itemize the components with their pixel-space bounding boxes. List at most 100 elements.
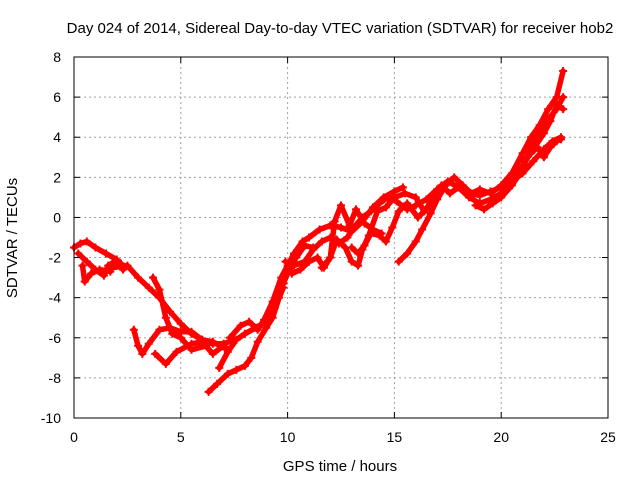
data-point — [422, 205, 431, 214]
data-point — [281, 257, 290, 266]
data-point — [102, 249, 111, 258]
data-point — [161, 313, 170, 322]
data-point — [518, 165, 527, 174]
y-tick-label: -2 — [49, 250, 62, 266]
data-point — [559, 67, 568, 76]
data-point — [78, 261, 87, 270]
data-point — [315, 225, 324, 234]
data-point — [475, 185, 484, 194]
y-tick-label: 8 — [53, 49, 61, 65]
data-point — [507, 181, 516, 190]
data-point — [80, 277, 89, 286]
data-point — [544, 105, 553, 114]
data-point — [138, 349, 147, 358]
series-16 — [471, 93, 568, 214]
data-point — [198, 337, 207, 346]
data-point — [535, 129, 544, 138]
data-point — [168, 329, 177, 338]
data-point — [110, 257, 119, 266]
data-point — [87, 269, 96, 278]
data-point — [394, 207, 403, 216]
data-point — [108, 263, 117, 272]
data-point — [390, 193, 399, 202]
data-point — [360, 219, 369, 228]
data-point — [287, 269, 296, 278]
data-point — [411, 193, 420, 202]
data-point — [354, 249, 363, 258]
data-point — [445, 189, 454, 198]
data-point — [360, 241, 369, 250]
data-point — [304, 233, 313, 242]
data-point — [247, 353, 256, 362]
data-point — [213, 379, 222, 388]
data-point — [253, 337, 262, 346]
data-point — [529, 137, 538, 146]
data-point — [74, 249, 83, 258]
data-point — [552, 105, 561, 114]
data-point — [394, 257, 403, 266]
data-point — [467, 189, 476, 198]
data-point — [529, 157, 538, 166]
data-point — [557, 135, 566, 144]
data-point — [290, 249, 299, 258]
data-point — [539, 153, 548, 162]
data-point — [345, 221, 354, 230]
data-point — [347, 243, 356, 252]
series-15 — [394, 67, 568, 266]
data-point — [552, 137, 561, 146]
data-point — [559, 93, 568, 102]
data-point — [232, 365, 241, 374]
data-point — [486, 189, 495, 198]
series-layer — [70, 67, 568, 396]
data-point — [155, 285, 164, 294]
series-line — [282, 102, 566, 269]
data-point — [354, 261, 363, 270]
data-point — [471, 201, 480, 210]
data-point — [381, 237, 390, 246]
series-line — [216, 242, 316, 371]
data-point — [313, 253, 322, 262]
data-point — [236, 321, 245, 330]
y-tick-label: 4 — [53, 129, 61, 145]
data-point — [544, 115, 553, 124]
series-line — [395, 68, 566, 265]
data-point — [144, 283, 153, 292]
data-point — [172, 347, 181, 356]
data-point — [232, 335, 241, 344]
data-point — [497, 193, 506, 202]
y-tick-label: 0 — [53, 209, 61, 225]
x-tick-labels: 0 5 10 15 20 25 — [70, 429, 616, 445]
data-point — [296, 265, 305, 274]
data-point — [433, 195, 442, 204]
data-point — [304, 257, 313, 266]
data-point — [326, 253, 335, 262]
data-point — [208, 349, 217, 358]
data-point — [298, 237, 307, 246]
data-point — [375, 231, 384, 240]
data-point — [411, 237, 420, 246]
data-point — [366, 229, 375, 238]
data-point — [418, 225, 427, 234]
y-tick-label: -6 — [49, 330, 62, 346]
y-tick-label: 6 — [53, 89, 61, 105]
data-point — [277, 273, 286, 282]
data-point — [95, 265, 104, 274]
data-point — [458, 181, 467, 190]
x-tick-label: 20 — [493, 429, 509, 445]
data-point — [225, 333, 234, 342]
data-point — [129, 325, 138, 334]
data-point — [413, 213, 422, 222]
data-point — [134, 341, 143, 350]
data-point — [240, 329, 249, 338]
data-point — [337, 201, 345, 210]
y-tick-label: -10 — [41, 410, 61, 426]
y-axis-label: SDTVAR / TECUs — [4, 178, 21, 298]
data-point — [290, 261, 299, 270]
data-point — [441, 181, 450, 190]
data-point — [398, 183, 407, 192]
data-point — [309, 245, 318, 254]
y-tick-label: 2 — [53, 169, 61, 185]
data-point — [426, 209, 435, 218]
data-point — [144, 339, 153, 348]
data-point — [518, 149, 527, 158]
